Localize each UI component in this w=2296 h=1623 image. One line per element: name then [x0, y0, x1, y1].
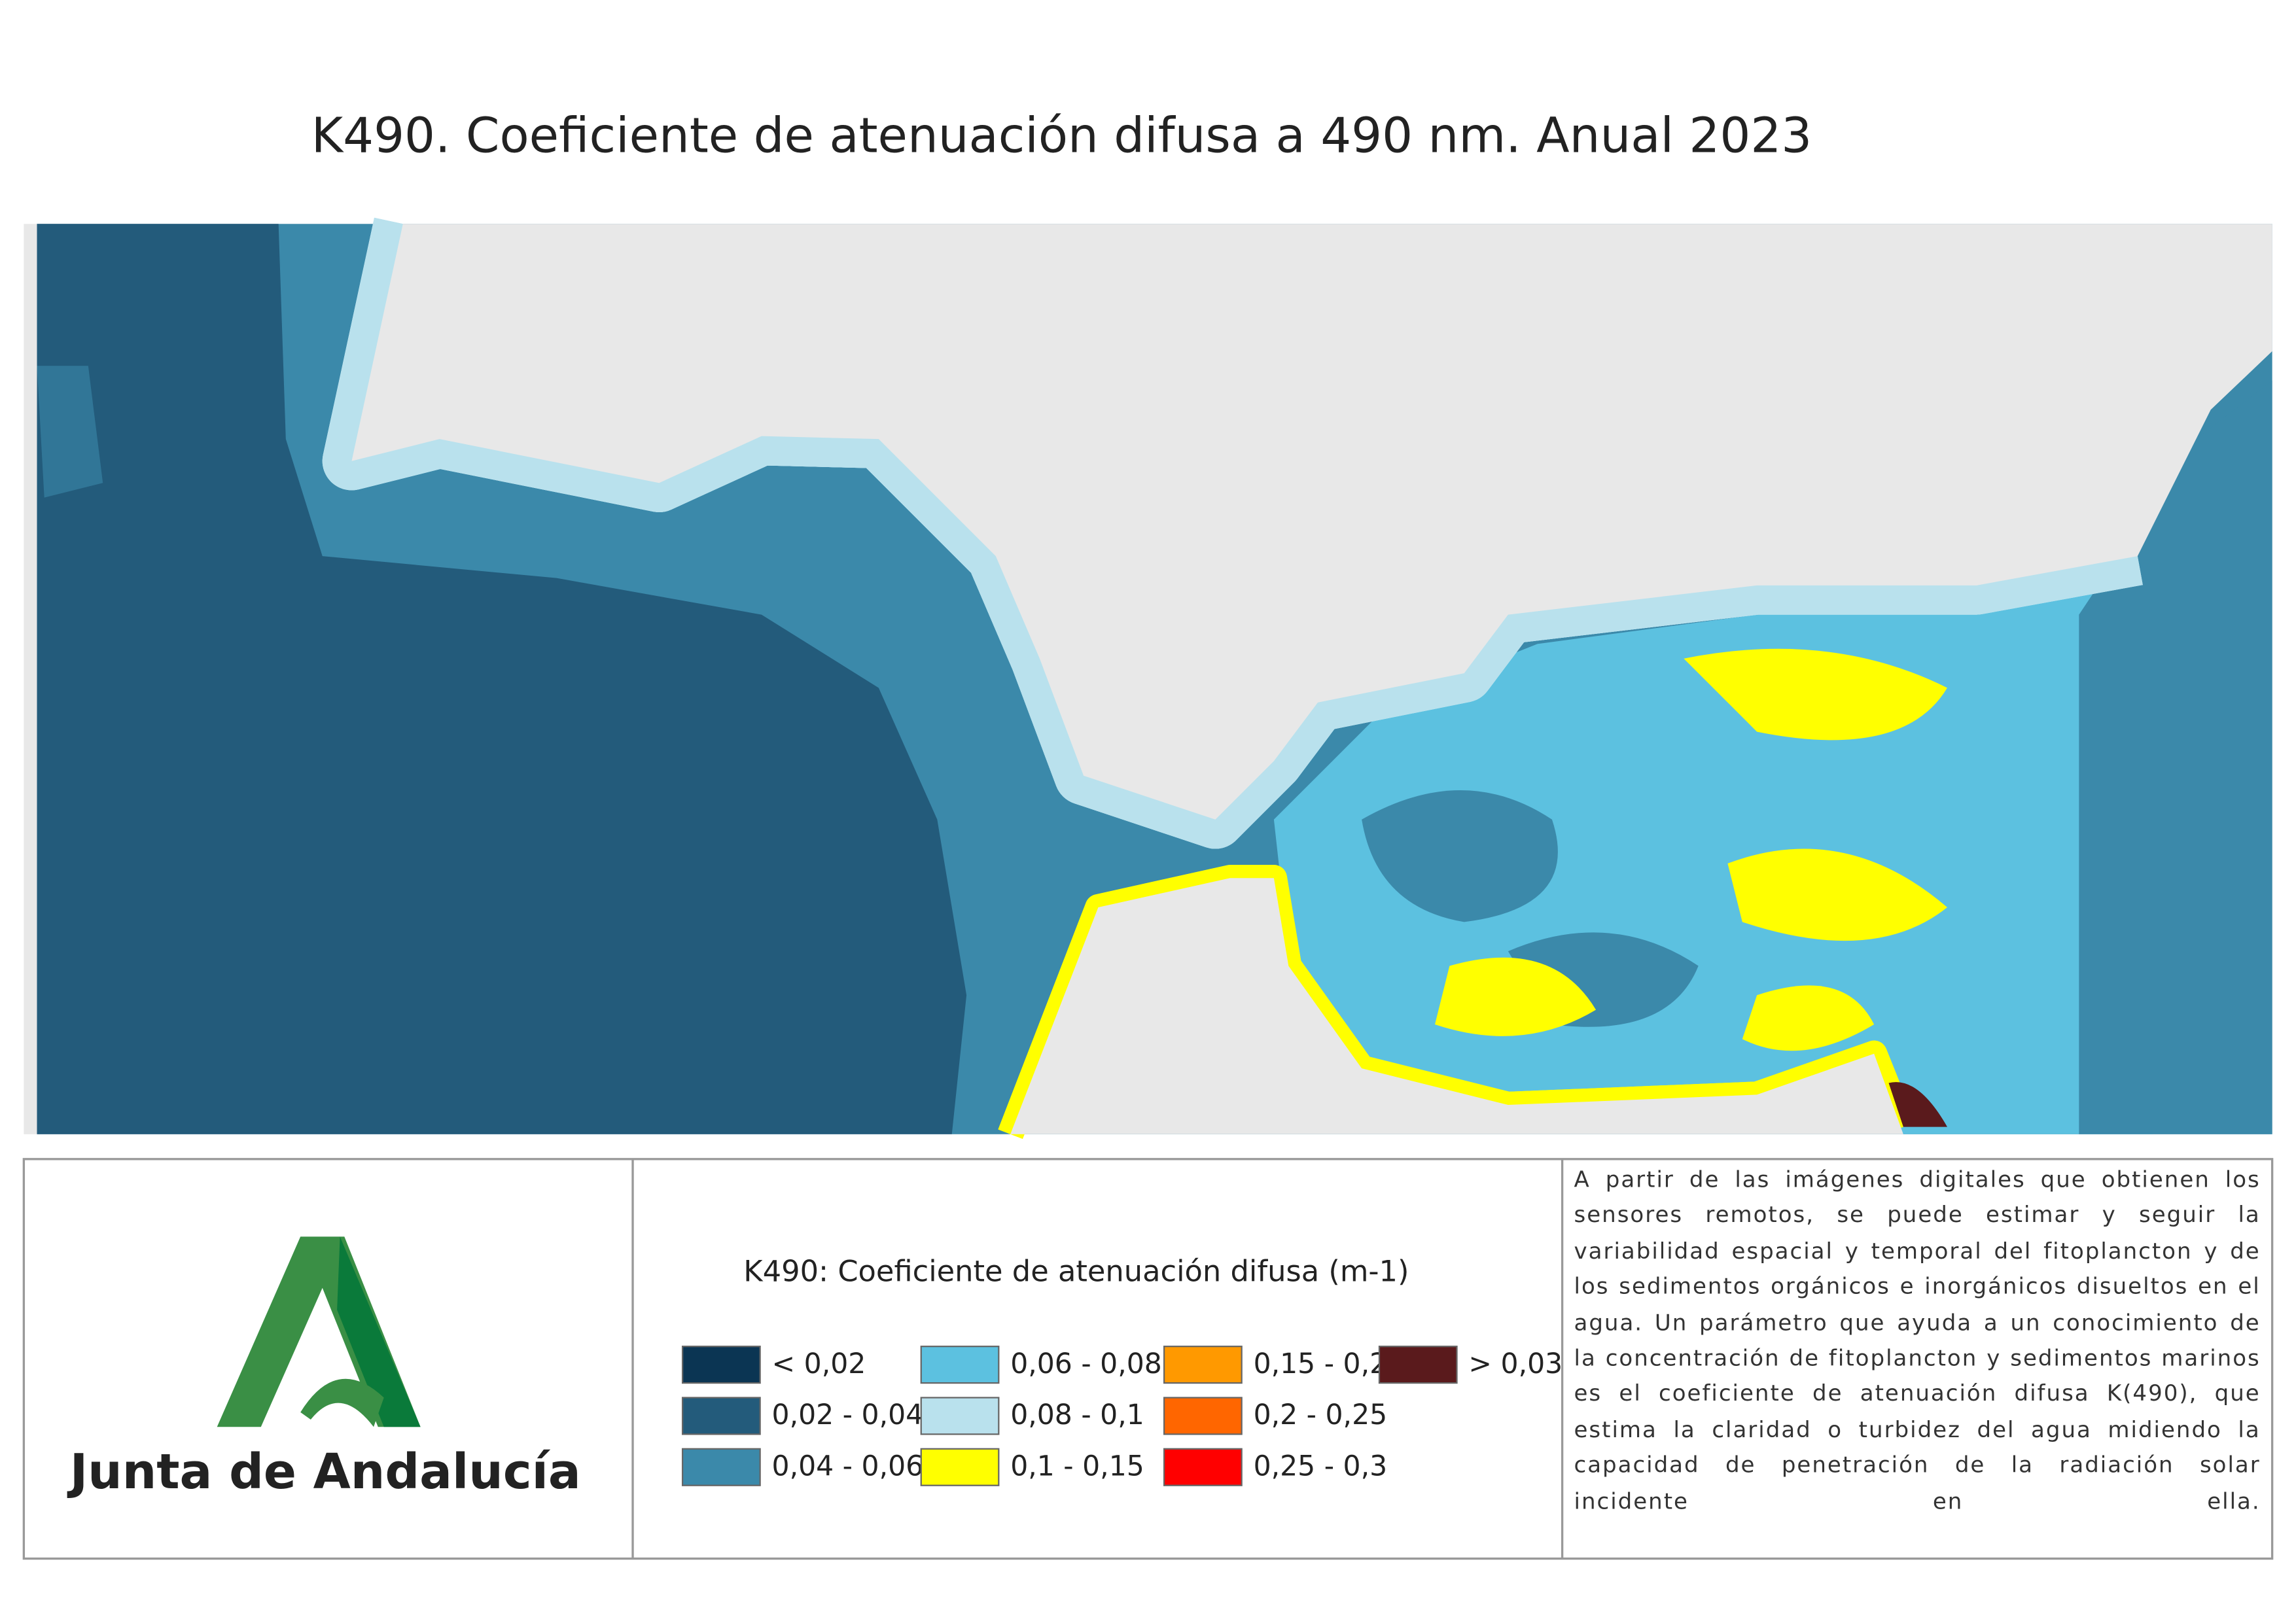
- legend-label: 0,02 - 0,04: [772, 1399, 924, 1431]
- legend-label: 0,25 - 0,3: [1254, 1450, 1388, 1482]
- legend-label: 0,08 - 0,1: [1010, 1399, 1144, 1431]
- patch: [1684, 648, 1947, 741]
- legend-swatch: [1378, 1346, 1458, 1384]
- legend-swatch: [681, 1346, 761, 1384]
- alboran-core: [1362, 790, 1558, 922]
- legend-swatch: [920, 1346, 1000, 1384]
- legend: < 0,02 0,02 - 0,04 0,04 - 0,06 0,06 - 0,08 0…: [681, 1346, 1563, 1486]
- legend-label: > 0,03: [1468, 1348, 1563, 1380]
- info-panel: [22, 1158, 2274, 1560]
- legend-swatch: [681, 1448, 761, 1486]
- legend-label: 0,2 - 0,25: [1254, 1399, 1388, 1431]
- map-title: K490. Coeficiente de atenuación difusa a…: [311, 108, 1812, 164]
- legend-swatch: [1163, 1448, 1243, 1486]
- legend-swatch: [920, 1448, 1000, 1486]
- legend-swatch: [681, 1397, 761, 1435]
- description: A partir de las imágenes digitales que o…: [1574, 1166, 2261, 1514]
- legend-swatch: [920, 1397, 1000, 1435]
- turbid-patches: [1434, 648, 1947, 1051]
- logo-text: Junta de Andalucía: [67, 1444, 581, 1500]
- map: [24, 224, 2272, 1134]
- open-ocean: [37, 224, 967, 1134]
- legend-label: 0,06 - 0,08: [1010, 1348, 1162, 1380]
- land-south: [1010, 878, 1903, 1134]
- logo: Junta de Andalucía: [67, 1236, 581, 1500]
- description-box: A partir de las imágenes digitales que o…: [1574, 1166, 2261, 1514]
- legend-label: 0,1 - 0,15: [1010, 1450, 1144, 1482]
- logo-mark: [300, 1378, 384, 1427]
- legend-title: K490: Coeficiente de atenuación difusa (…: [743, 1253, 1409, 1288]
- ocean-patch: [37, 366, 103, 498]
- legend-label: 0,04 - 0,06: [772, 1450, 924, 1482]
- patch: [1742, 985, 1875, 1051]
- patch: [1727, 848, 1947, 941]
- logo-mark: [337, 1236, 421, 1427]
- legend-swatch: [1163, 1397, 1243, 1435]
- legend-label: 0,15 - 0,2: [1254, 1348, 1388, 1380]
- legend-label: < 0,02: [772, 1348, 866, 1380]
- legend-swatch: [1163, 1346, 1243, 1384]
- panel-frame: [22, 1158, 2274, 1560]
- patch: [1434, 957, 1597, 1036]
- land-north: [351, 224, 2272, 820]
- coast-detail: [1888, 1082, 1947, 1127]
